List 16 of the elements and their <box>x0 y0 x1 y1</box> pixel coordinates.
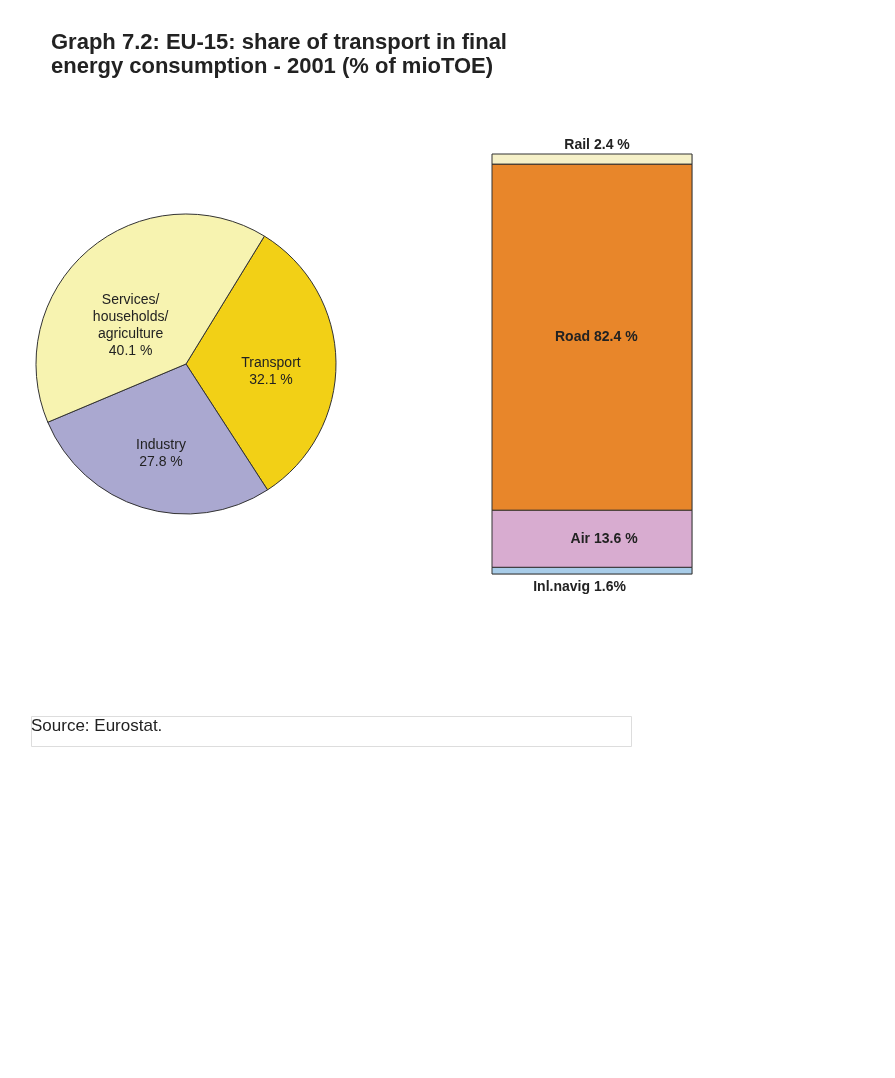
data-label: 32.1 % <box>249 370 293 387</box>
slice-label: Industry <box>136 436 186 453</box>
slice-label: Transport <box>241 353 301 370</box>
source-note: Source: Eurostat. <box>31 716 163 735</box>
data-label: 27.8 % <box>139 453 183 470</box>
series-label: Rail <box>564 136 590 152</box>
chart-title: Graph 7.2: EU-15: share of transport in final energy consumption - 2001 (% of mioTOE) <box>51 28 507 78</box>
data-label: 2.4 % <box>594 136 631 152</box>
series-label: Inl.navig <box>533 578 590 594</box>
series-label: Road <box>555 328 590 345</box>
data-label: 40.1 % <box>108 341 153 358</box>
data-label: 13.6 % <box>594 529 639 546</box>
series-label: Air <box>570 529 591 546</box>
data-label: 82.4 % <box>594 328 639 345</box>
slice-label: Services/households/agriculture <box>92 290 169 341</box>
data-label: 1.6% <box>594 578 627 594</box>
